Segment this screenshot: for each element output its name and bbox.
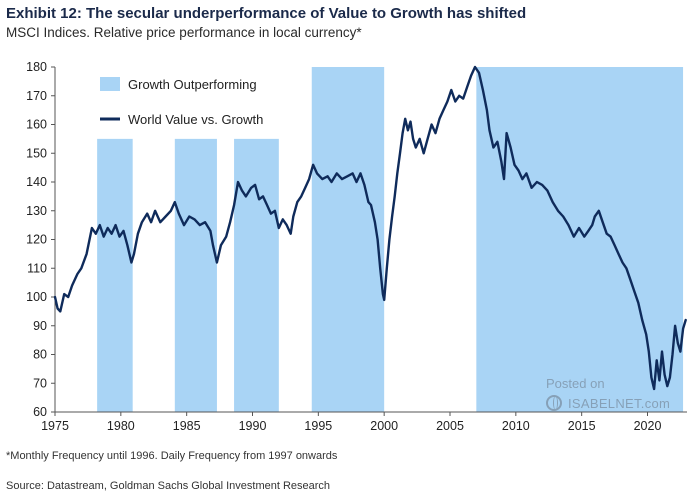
axes: 60 70 80 90 100 110 120 130 140 150 160 170 180 1975 1… — [26, 60, 687, 433]
source-note: Source: Datastream, Goldman Sachs Global… — [6, 480, 331, 492]
x-tick-label: 2010 — [502, 419, 530, 433]
x-tick-label: 2020 — [634, 419, 662, 433]
legend-label: Growth Outperforming — [128, 77, 257, 92]
y-tick-label: 120 — [26, 233, 47, 247]
watermark-posted-on: Posted on — [546, 376, 605, 391]
isabelnet-watermark: Posted on ISABELNET.com — [540, 376, 670, 416]
x-tick-label: 1985 — [173, 419, 201, 433]
x-tick-label: 2005 — [436, 419, 464, 433]
y-tick-label: 100 — [26, 290, 47, 304]
x-tick-label: 2015 — [568, 419, 596, 433]
shaded-period-1 — [97, 138, 133, 412]
globe-icon — [546, 395, 562, 411]
shaded-period-2 — [174, 138, 217, 412]
x-tick-label: 1995 — [304, 419, 332, 433]
x-tick-label: 1990 — [239, 419, 267, 433]
y-tick-label: 160 — [26, 118, 47, 132]
legend-swatch-growth-outperforming — [100, 77, 120, 91]
y-tick-label: 60 — [33, 405, 47, 419]
y-tick-label: 140 — [26, 175, 47, 189]
x-tick-label: 1975 — [41, 419, 69, 433]
y-tick-label: 180 — [26, 60, 47, 74]
chart-subtitle: MSCI Indices. Relative price performance… — [6, 25, 362, 40]
x-tick-label: 2000 — [370, 419, 398, 433]
y-tick-label: 170 — [26, 89, 47, 103]
y-tick-label: 130 — [26, 204, 47, 218]
series-layer — [53, 65, 687, 391]
chart-title: Exhibit 12: The secular underperformance… — [6, 5, 527, 22]
shaded-period-3 — [234, 138, 279, 412]
y-tick-label: 80 — [33, 348, 47, 362]
series-line-world-value-vs-growth — [53, 65, 687, 391]
legend-label: World Value vs. Growth — [128, 112, 263, 127]
x-tick-label: 1980 — [107, 419, 135, 433]
shaded-period-5 — [476, 67, 684, 412]
y-tick-label: 150 — [26, 146, 47, 160]
footnote: *Monthly Frequency until 1996. Daily Fre… — [6, 450, 338, 462]
y-tick-label: 110 — [27, 261, 47, 275]
y-tick-label: 90 — [33, 319, 47, 333]
shaded-period-4 — [311, 67, 385, 412]
watermark-brand: ISABELNET.com — [568, 396, 671, 411]
y-tick-label: 70 — [33, 376, 47, 390]
legend: Growth Outperforming World Value vs. Grow… — [100, 77, 263, 127]
